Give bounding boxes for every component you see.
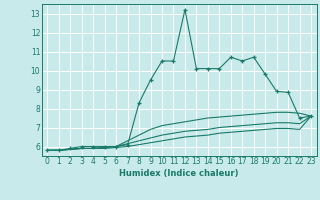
X-axis label: Humidex (Indice chaleur): Humidex (Indice chaleur) (119, 169, 239, 178)
